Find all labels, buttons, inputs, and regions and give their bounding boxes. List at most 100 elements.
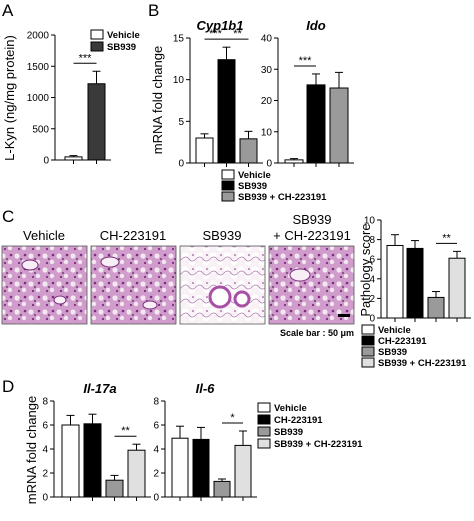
y-tick-label: 2 xyxy=(42,469,48,480)
legend-swatch xyxy=(90,29,104,40)
y-tick-label: 30 xyxy=(261,65,273,76)
legend-swatch xyxy=(221,180,235,191)
legend-swatch xyxy=(361,357,375,368)
y-axis-title: mRNA fold change xyxy=(24,396,39,504)
bar xyxy=(239,138,258,164)
y-tick-label: 0 xyxy=(178,159,184,170)
legend-label: SB939 xyxy=(107,42,136,53)
legend-label: CH-223191 xyxy=(274,415,323,426)
gene-title: Il-6 xyxy=(196,381,216,396)
chart-pathology-score: 0 2 4 6 8 10 ** Pathology score xyxy=(358,216,471,325)
significance-label: ** xyxy=(121,425,130,437)
y-tick-label: 2000 xyxy=(27,31,50,42)
y-tick-label: 0 xyxy=(369,314,375,325)
gene-title: Ido xyxy=(306,18,326,33)
bar xyxy=(61,424,80,498)
panel-label-b: B xyxy=(148,1,159,20)
legend-label: Vehicle xyxy=(107,30,140,41)
legend-swatch xyxy=(221,169,235,180)
legend-label: SB939 + CH-223191 xyxy=(274,439,363,450)
bar xyxy=(213,480,231,498)
y-tick-label: 8 xyxy=(42,397,48,408)
significance-label: ** xyxy=(233,28,242,40)
y-tick-label: 15 xyxy=(173,34,185,45)
chart-l-kyn: 0 500 1000 1500 2000 *** L-Kyn (ng/mg protein) xyxy=(2,31,111,167)
y-tick-label: 8 xyxy=(369,235,375,246)
y-tick-label: 1500 xyxy=(27,62,50,73)
panel-label-c: C xyxy=(2,207,14,226)
legend-swatch xyxy=(257,426,271,437)
micrograph-label-vehicle: Vehicle xyxy=(23,228,65,243)
panel-label-a: A xyxy=(2,1,14,20)
legend-swatch xyxy=(90,41,104,52)
chart-il6: 0 2 4 6 8 * Il-6 xyxy=(153,381,257,504)
scale-bar xyxy=(338,314,350,317)
significance-label: ** xyxy=(442,232,451,244)
bar xyxy=(284,159,304,164)
legend-swatch xyxy=(257,438,271,449)
y-tick-label: 2 xyxy=(153,469,159,480)
bar xyxy=(127,449,146,498)
gene-title: Cyp1b1 xyxy=(197,18,244,33)
y-tick-label: 6 xyxy=(153,421,159,432)
bar xyxy=(306,84,326,164)
micrograph-label-sb939-ch-line1: SB939 xyxy=(292,212,331,227)
bar xyxy=(64,156,83,161)
y-axis-title: L-Kyn (ng/mg protein) xyxy=(2,35,17,161)
y-tick-label: 40 xyxy=(261,34,273,45)
bar xyxy=(386,244,404,319)
bar xyxy=(87,83,106,161)
legend-swatch xyxy=(257,402,271,413)
legend-label: Vehicle xyxy=(274,403,307,414)
y-tick-label: 2 xyxy=(369,294,375,305)
legend-swatch xyxy=(221,191,235,202)
legend-swatch xyxy=(361,324,375,335)
y-axis-title: mRNA fold change xyxy=(150,46,165,154)
micrograph-label-sb939-ch-line2: + CH-223191 xyxy=(273,228,351,243)
y-tick-label: 0 xyxy=(153,493,159,504)
micrograph-label-sb939: SB939 xyxy=(202,228,241,243)
y-tick-label: 10 xyxy=(364,216,376,227)
micrograph-ch223191 xyxy=(90,245,177,325)
legend-swatch xyxy=(361,346,375,357)
legend-label: SB939 xyxy=(238,181,267,192)
panel-label-d: D xyxy=(2,377,14,396)
y-tick-label: 6 xyxy=(42,421,48,432)
y-tick-label: 10 xyxy=(173,75,185,86)
significance-label: *** xyxy=(209,28,223,40)
bar xyxy=(234,444,252,498)
bar xyxy=(448,257,466,319)
bar xyxy=(406,247,424,319)
legend-label: SB939 + CH-223191 xyxy=(378,358,467,369)
legend-swatch xyxy=(257,414,271,425)
y-tick-label: 0 xyxy=(42,493,48,504)
bar xyxy=(195,137,214,164)
y-axis-title: Pathology score xyxy=(358,223,373,316)
scale-bar-label: Scale bar : 50 μm xyxy=(280,328,354,338)
bar xyxy=(83,423,102,498)
legend-label: Vehicle xyxy=(238,170,271,181)
y-tick-label: 20 xyxy=(261,96,273,107)
legend-label: SB939 xyxy=(274,427,303,438)
y-tick-label: 0 xyxy=(266,159,272,170)
y-tick-label: 4 xyxy=(369,274,375,285)
gene-title: Il-17a xyxy=(83,381,116,396)
significance-label: * xyxy=(230,412,235,424)
y-tick-label: 6 xyxy=(369,255,375,266)
legend-label: CH-223191 xyxy=(378,336,427,347)
bar xyxy=(105,479,124,498)
y-tick-label: 4 xyxy=(153,445,159,456)
legend-label: SB939 xyxy=(378,347,407,358)
y-tick-label: 10 xyxy=(261,127,273,138)
chart-ido: 0 10 20 30 40 *** Ido xyxy=(261,18,354,170)
micrograph-sb939-ch223191 xyxy=(268,245,355,325)
micrograph-label-ch223191: CH-223191 xyxy=(100,228,167,243)
y-tick-label: 0 xyxy=(43,156,49,167)
bar xyxy=(171,437,189,498)
